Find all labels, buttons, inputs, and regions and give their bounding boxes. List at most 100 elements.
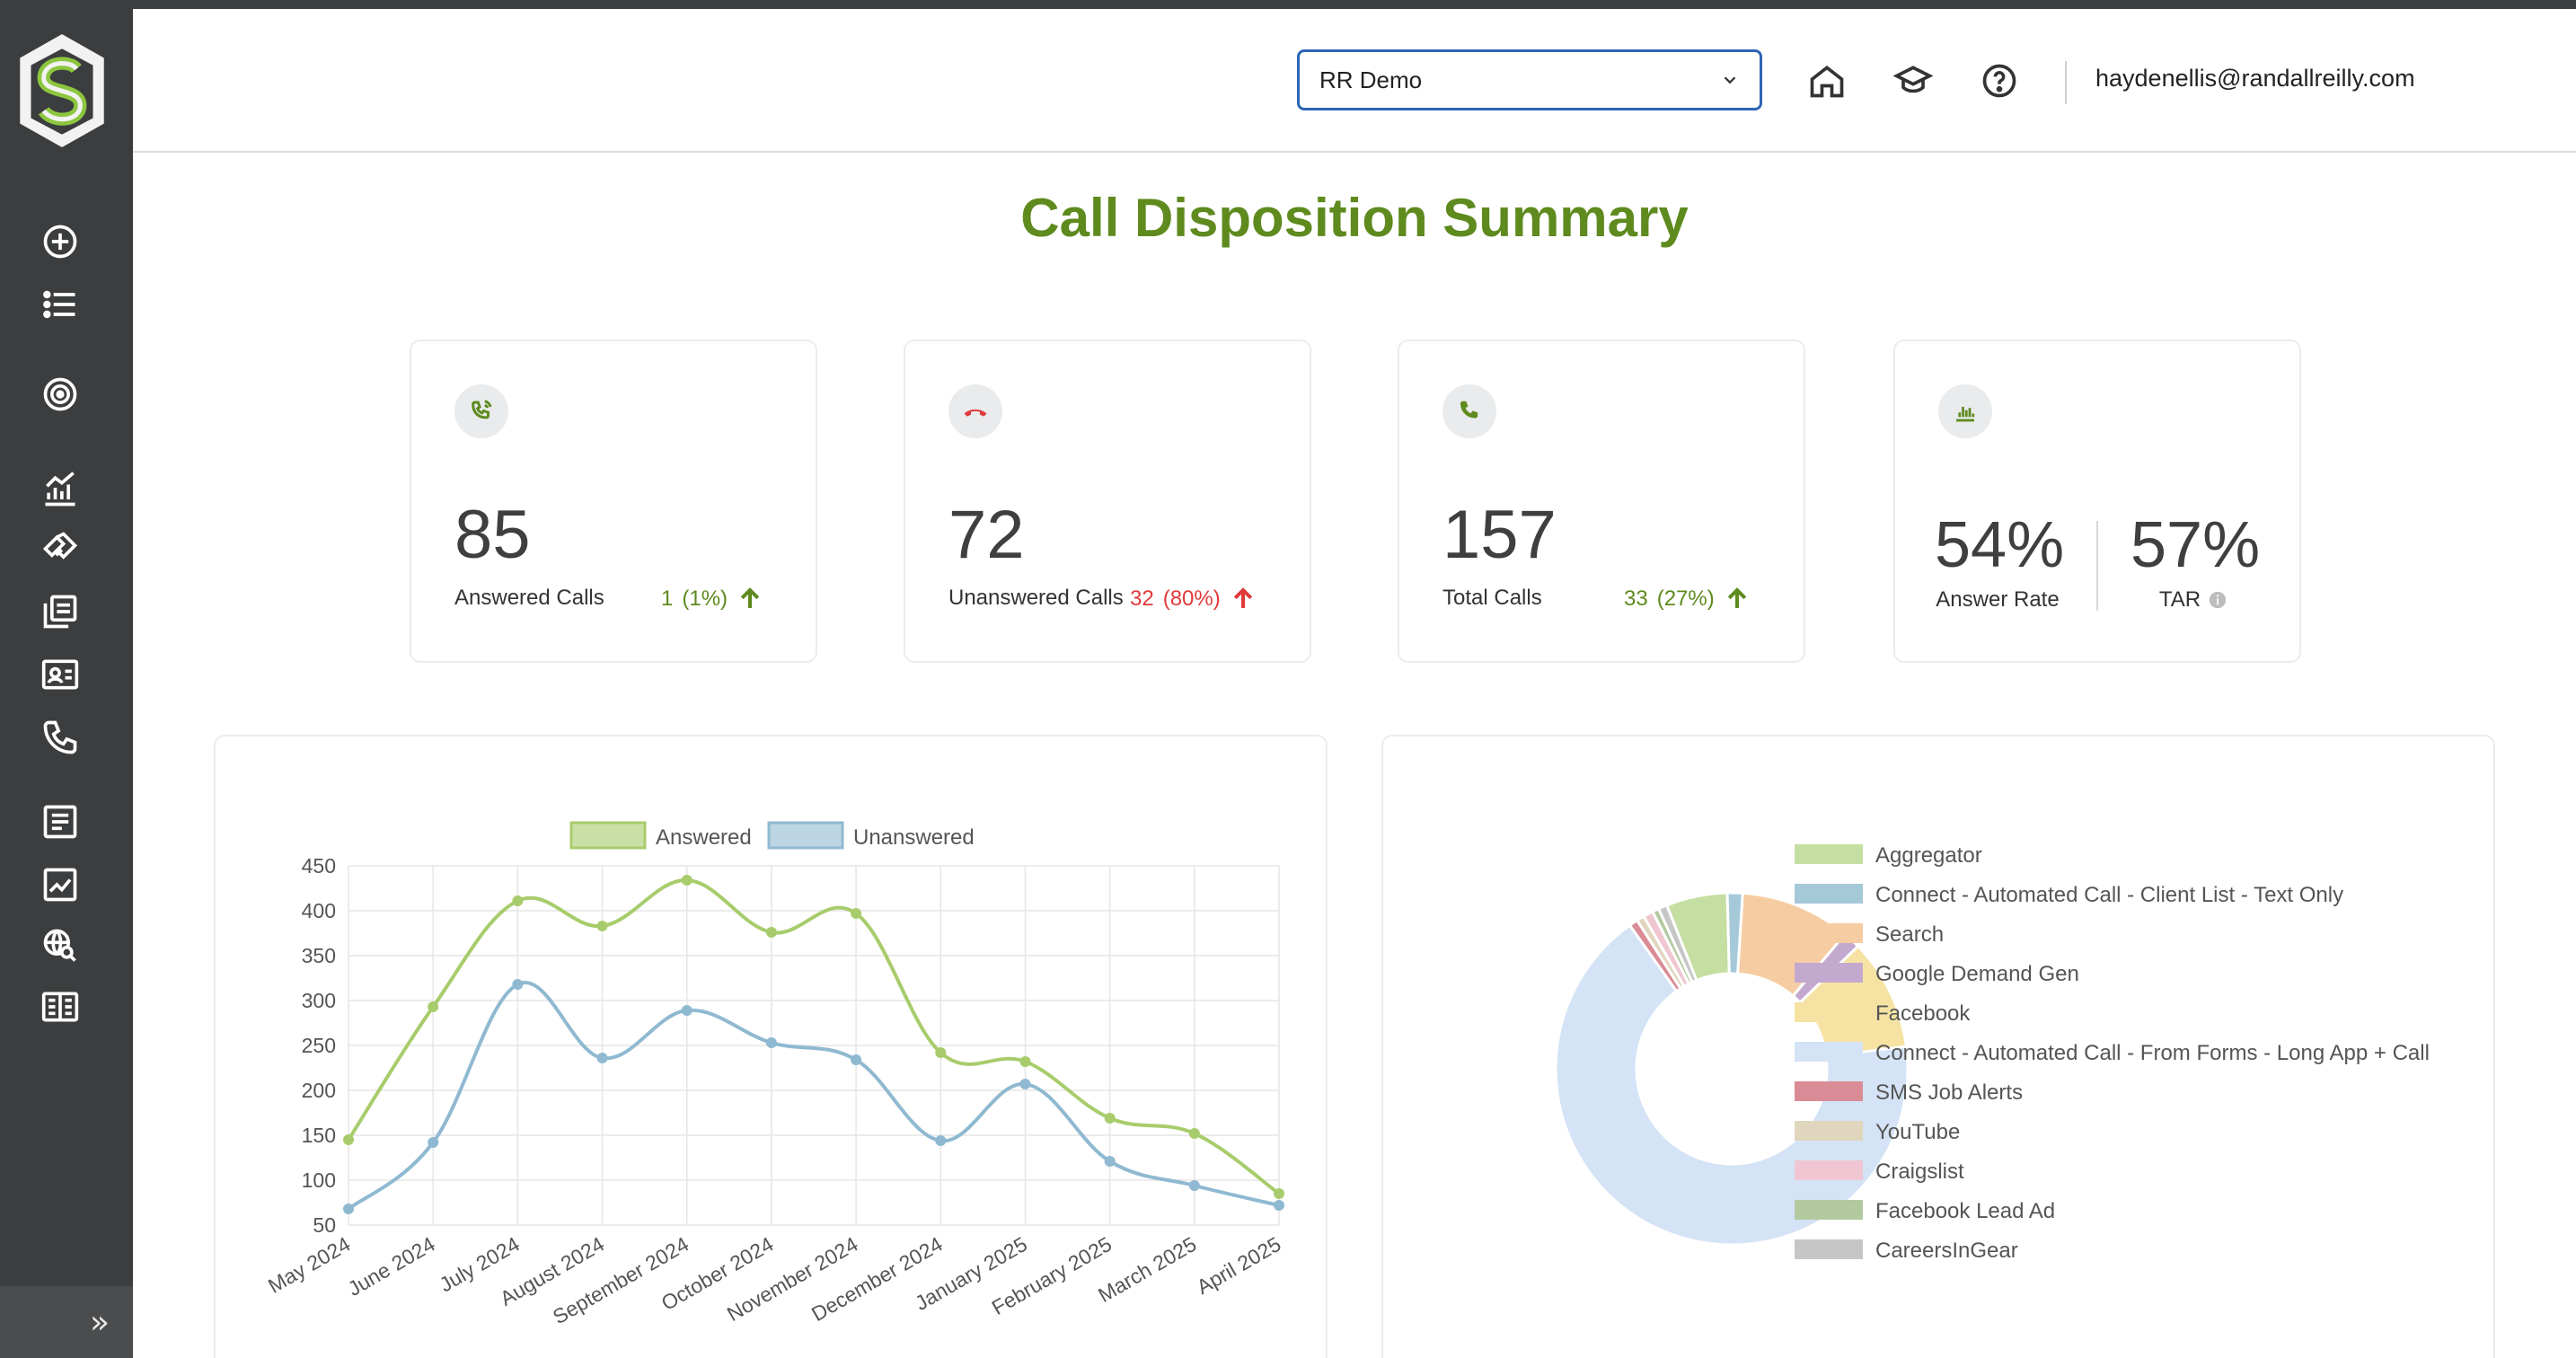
call-source-panel: Aggregator Connect - Automated Call - Cli… — [1381, 735, 2495, 1358]
web-search-icon[interactable] — [38, 923, 83, 968]
data-point-unanswered — [596, 1053, 608, 1063]
data-point-unanswered — [851, 1054, 862, 1065]
legend-item: Aggregator — [1795, 843, 1982, 868]
phone-ringing-icon — [454, 384, 508, 438]
account-select-value: RR Demo — [1319, 66, 1423, 93]
legend-swatch — [1795, 1239, 1863, 1259]
legend-item: Search — [1795, 922, 1944, 947]
data-point-answered — [1274, 1188, 1284, 1199]
help-icon[interactable] — [1977, 58, 2022, 103]
contact-card-icon[interactable] — [38, 652, 83, 697]
donut-slice — [1656, 903, 1698, 984]
answered-delta-count: 1 — [661, 586, 674, 611]
total-calls-label: Total Calls — [1442, 586, 1542, 610]
x-tick-label: May 2024 — [264, 1232, 355, 1298]
calls-trend-panel: Answered Unanswered 50 100 150 200 250 300 350 40… — [214, 735, 1328, 1358]
series-line-unanswered — [347, 981, 1280, 1211]
data-point-answered — [1104, 1113, 1116, 1124]
legend-swatch — [1795, 1160, 1863, 1180]
data-point-answered — [681, 875, 693, 886]
data-point-unanswered — [1274, 1200, 1284, 1211]
bar-chart-icon — [1938, 384, 1992, 438]
arrow-up-icon — [1727, 587, 1746, 608]
rates-card: 54% Answer Rate 57% TAR — [1893, 340, 2301, 663]
rates-divider — [2096, 521, 2098, 611]
answered-calls-label: Answered Calls — [454, 586, 604, 610]
info-icon[interactable] — [2208, 590, 2228, 610]
legend-label: Craigslist — [1875, 1160, 1964, 1184]
arrow-up-icon — [1233, 587, 1252, 608]
graduation-cap-icon[interactable] — [1891, 58, 1936, 103]
top-strip — [0, 0, 2576, 9]
tar-label: TAR — [2158, 587, 2201, 612]
document-icon[interactable] — [38, 799, 83, 844]
legend-label: Connect - Automated Call - From Forms - … — [1875, 1041, 2430, 1065]
legend-item: Connect - Automated Call - From Forms - … — [1795, 1041, 2430, 1065]
total-calls-delta: 33 (27%) — [1624, 586, 1751, 613]
app-logo[interactable] — [16, 32, 108, 149]
call-source-donut-chart: Aggregator Connect - Automated Call - Cli… — [1554, 843, 2430, 1263]
legend-label: Google Demand Gen — [1875, 962, 2079, 986]
legend-swatch — [1795, 1200, 1863, 1220]
handshake-icon[interactable] — [38, 526, 83, 571]
answer-rate-block: 54% Answer Rate — [1935, 508, 2065, 613]
data-point-unanswered — [1104, 1156, 1116, 1167]
legend-label: SMS Job Alerts — [1875, 1080, 2023, 1105]
x-tick-label: April 2025 — [1193, 1232, 1285, 1299]
add-circle-icon[interactable] — [38, 219, 83, 264]
data-point-answered — [935, 1047, 947, 1058]
arrow-up-icon — [740, 587, 760, 608]
legend-item: CareersInGear — [1795, 1239, 2018, 1263]
header-divider — [2065, 61, 2067, 104]
legend-swatch — [1795, 1121, 1863, 1141]
data-point-unanswered — [935, 1135, 947, 1146]
target-icon[interactable] — [38, 372, 83, 417]
legend-label: Answered — [656, 825, 752, 850]
legend-item: Craigslist — [1795, 1160, 1964, 1184]
legend-label: Facebook Lead Ad — [1875, 1199, 2055, 1223]
copy-pages-icon[interactable] — [38, 589, 83, 634]
legend-item: YouTube — [1795, 1120, 1960, 1144]
total-calls-card: 157 Total Calls 33 (27%) — [1398, 340, 1805, 663]
unanswered-calls-card: 72 Unanswered Calls 32 (80%) — [904, 340, 1311, 663]
y-tick-label: 300 — [302, 989, 336, 1012]
legend-swatch — [1795, 963, 1863, 983]
data-point-answered — [428, 1001, 439, 1012]
user-email[interactable]: haydenellis@randallreilly.com — [2095, 65, 2415, 92]
y-tick-label: 250 — [302, 1034, 336, 1057]
data-point-unanswered — [765, 1037, 777, 1048]
home-icon[interactable] — [1804, 58, 1849, 103]
tar-label-row: TAR — [2130, 587, 2256, 613]
series-line-answered — [347, 877, 1281, 1195]
legend-item: Facebook Lead Ad — [1795, 1199, 2055, 1223]
y-tick-label: 200 — [302, 1079, 336, 1102]
answer-rate-value: 54% — [1935, 509, 2065, 581]
legend-swatch — [767, 821, 844, 850]
phone-icon[interactable] — [38, 715, 83, 760]
newspaper-icon[interactable] — [38, 984, 83, 1029]
legend-label: Facebook — [1875, 1001, 1971, 1026]
x-tick-label: June 2024 — [344, 1232, 439, 1301]
chevron-down-icon — [1724, 76, 1736, 84]
legend-swatch — [1795, 1081, 1863, 1101]
legend-swatch — [1795, 844, 1863, 864]
data-point-unanswered — [512, 979, 524, 990]
data-point-unanswered — [681, 1005, 693, 1016]
unanswered-delta-pct: (80%) — [1162, 586, 1221, 611]
legend-label: Search — [1875, 922, 1944, 947]
data-point-unanswered — [1188, 1180, 1200, 1191]
tar-block: 57% TAR — [2130, 508, 2260, 613]
data-point-answered — [1188, 1128, 1200, 1139]
trend-chart-icon[interactable] — [38, 862, 83, 907]
y-tick-label: 50 — [313, 1213, 336, 1237]
expand-sidebar-button[interactable]: » — [0, 1286, 133, 1358]
phone-hangup-icon — [948, 384, 1002, 438]
legend-item: Facebook — [1795, 1001, 1971, 1026]
data-point-unanswered — [1019, 1079, 1031, 1089]
list-icon[interactable] — [38, 282, 83, 327]
unanswered-delta-count: 32 — [1130, 586, 1154, 611]
data-point-answered — [1019, 1056, 1031, 1067]
account-select[interactable]: RR Demo — [1297, 49, 1762, 110]
answered-delta-pct: (1%) — [682, 586, 728, 611]
analytics-icon[interactable] — [38, 467, 83, 512]
